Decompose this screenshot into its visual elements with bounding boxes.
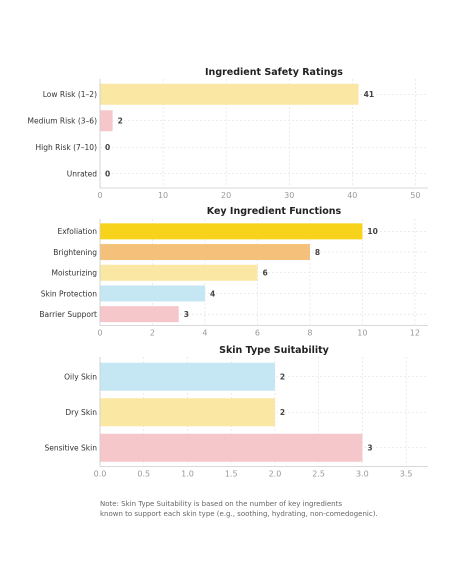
bar: [100, 433, 363, 462]
bar: [100, 285, 205, 302]
footnote: Note: Skin Type Suitability is based on …: [100, 500, 430, 519]
category-label: Barrier Support: [39, 310, 97, 319]
x-tick-label: 12: [410, 329, 420, 338]
x-tick-label: 3.0: [356, 470, 369, 479]
x-tick-label: 2.5: [312, 470, 325, 479]
chart-title: Key Ingredient Functions: [207, 206, 342, 217]
value-label: 41: [364, 90, 374, 99]
x-tick-label: 0.0: [94, 470, 107, 479]
bar: [100, 223, 363, 240]
value-label: 3: [184, 310, 189, 319]
chart-title: Skin Type Suitability: [219, 345, 330, 356]
value-label: 2: [118, 117, 123, 126]
x-tick-label: 0.5: [137, 470, 150, 479]
bar: [100, 264, 258, 281]
category-label: Exfoliation: [57, 227, 97, 236]
category-label: Dry Skin: [65, 408, 97, 417]
chart-panel-3: Skin Type Suitability Oily Skin 2 Dry Skin 2…: [44, 345, 428, 479]
bar: [100, 244, 310, 261]
x-tick-label: 50: [410, 191, 420, 200]
value-label: 0: [105, 170, 110, 179]
value-label: 2: [280, 373, 285, 382]
category-label: Unrated: [67, 170, 97, 179]
value-label: 10: [367, 227, 377, 236]
bar: [100, 306, 179, 323]
x-tick-label: 4: [202, 329, 207, 338]
chart-panel-2: Key Ingredient Functions Exfoliation 10 Bri…: [39, 206, 428, 338]
category-label: High Risk (7–10): [36, 143, 98, 152]
x-tick-label: 1.0: [181, 470, 194, 479]
x-tick-label: 40: [347, 191, 357, 200]
x-tick-label: 1.5: [225, 470, 238, 479]
x-tick-label: 2: [150, 329, 155, 338]
category-label: Medium Risk (3–6): [28, 117, 98, 126]
x-tick-label: 10: [158, 191, 168, 200]
value-label: 8: [315, 248, 320, 257]
bar: [100, 110, 113, 132]
x-tick-label: 6: [255, 329, 260, 338]
value-label: 4: [210, 289, 215, 298]
x-tick-label: 10: [357, 329, 367, 338]
chart-title: Ingredient Safety Ratings: [205, 67, 343, 78]
x-tick-label: 3.5: [400, 470, 413, 479]
category-label: Skin Protection: [41, 289, 98, 298]
chart-panel-1: Ingredient Safety Ratings Low Risk (1–2) 4…: [28, 67, 428, 200]
x-tick-label: 0: [97, 191, 102, 200]
bar: [100, 83, 359, 105]
category-label: Low Risk (1–2): [43, 90, 97, 99]
x-tick-label: 8: [307, 329, 312, 338]
category-label: Oily Skin: [64, 373, 97, 382]
x-tick-label: 0: [97, 329, 102, 338]
x-tick-label: 30: [284, 191, 294, 200]
value-label: 0: [105, 143, 110, 152]
category-label: Brightening: [53, 248, 97, 257]
footnote-line-2: known to support each skin type (e.g., s…: [100, 509, 378, 518]
category-label: Sensitive Skin: [44, 444, 97, 453]
value-label: 6: [262, 269, 267, 278]
bar: [100, 362, 275, 391]
x-tick-label: 20: [221, 191, 231, 200]
value-label: 2: [280, 408, 285, 417]
category-label: Moisturizing: [52, 269, 98, 278]
footnote-line-1: Note: Skin Type Suitability is based on …: [100, 500, 343, 508]
x-tick-label: 2.0: [269, 470, 282, 479]
bar: [100, 398, 275, 427]
value-label: 3: [367, 444, 372, 453]
